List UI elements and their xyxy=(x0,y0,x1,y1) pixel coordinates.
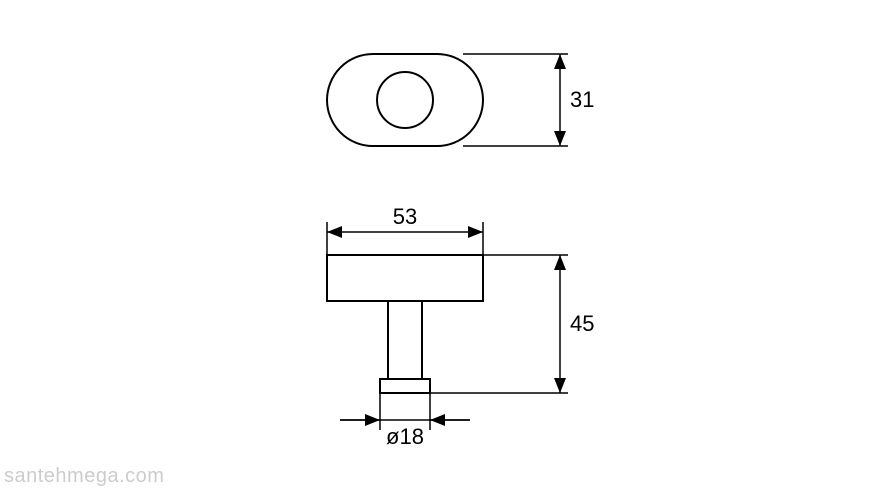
top-view: 31 xyxy=(327,54,594,146)
technical-drawing: 31 53 45 ø18 xyxy=(0,0,880,500)
dim-label-18: ø18 xyxy=(386,424,424,449)
side-view: 53 45 ø18 xyxy=(327,204,594,449)
dim-label-45: 45 xyxy=(570,311,594,336)
dim-label-53: 53 xyxy=(393,204,417,229)
dim-label-31: 31 xyxy=(570,87,594,112)
watermark-text: santehmega.com xyxy=(4,465,164,488)
